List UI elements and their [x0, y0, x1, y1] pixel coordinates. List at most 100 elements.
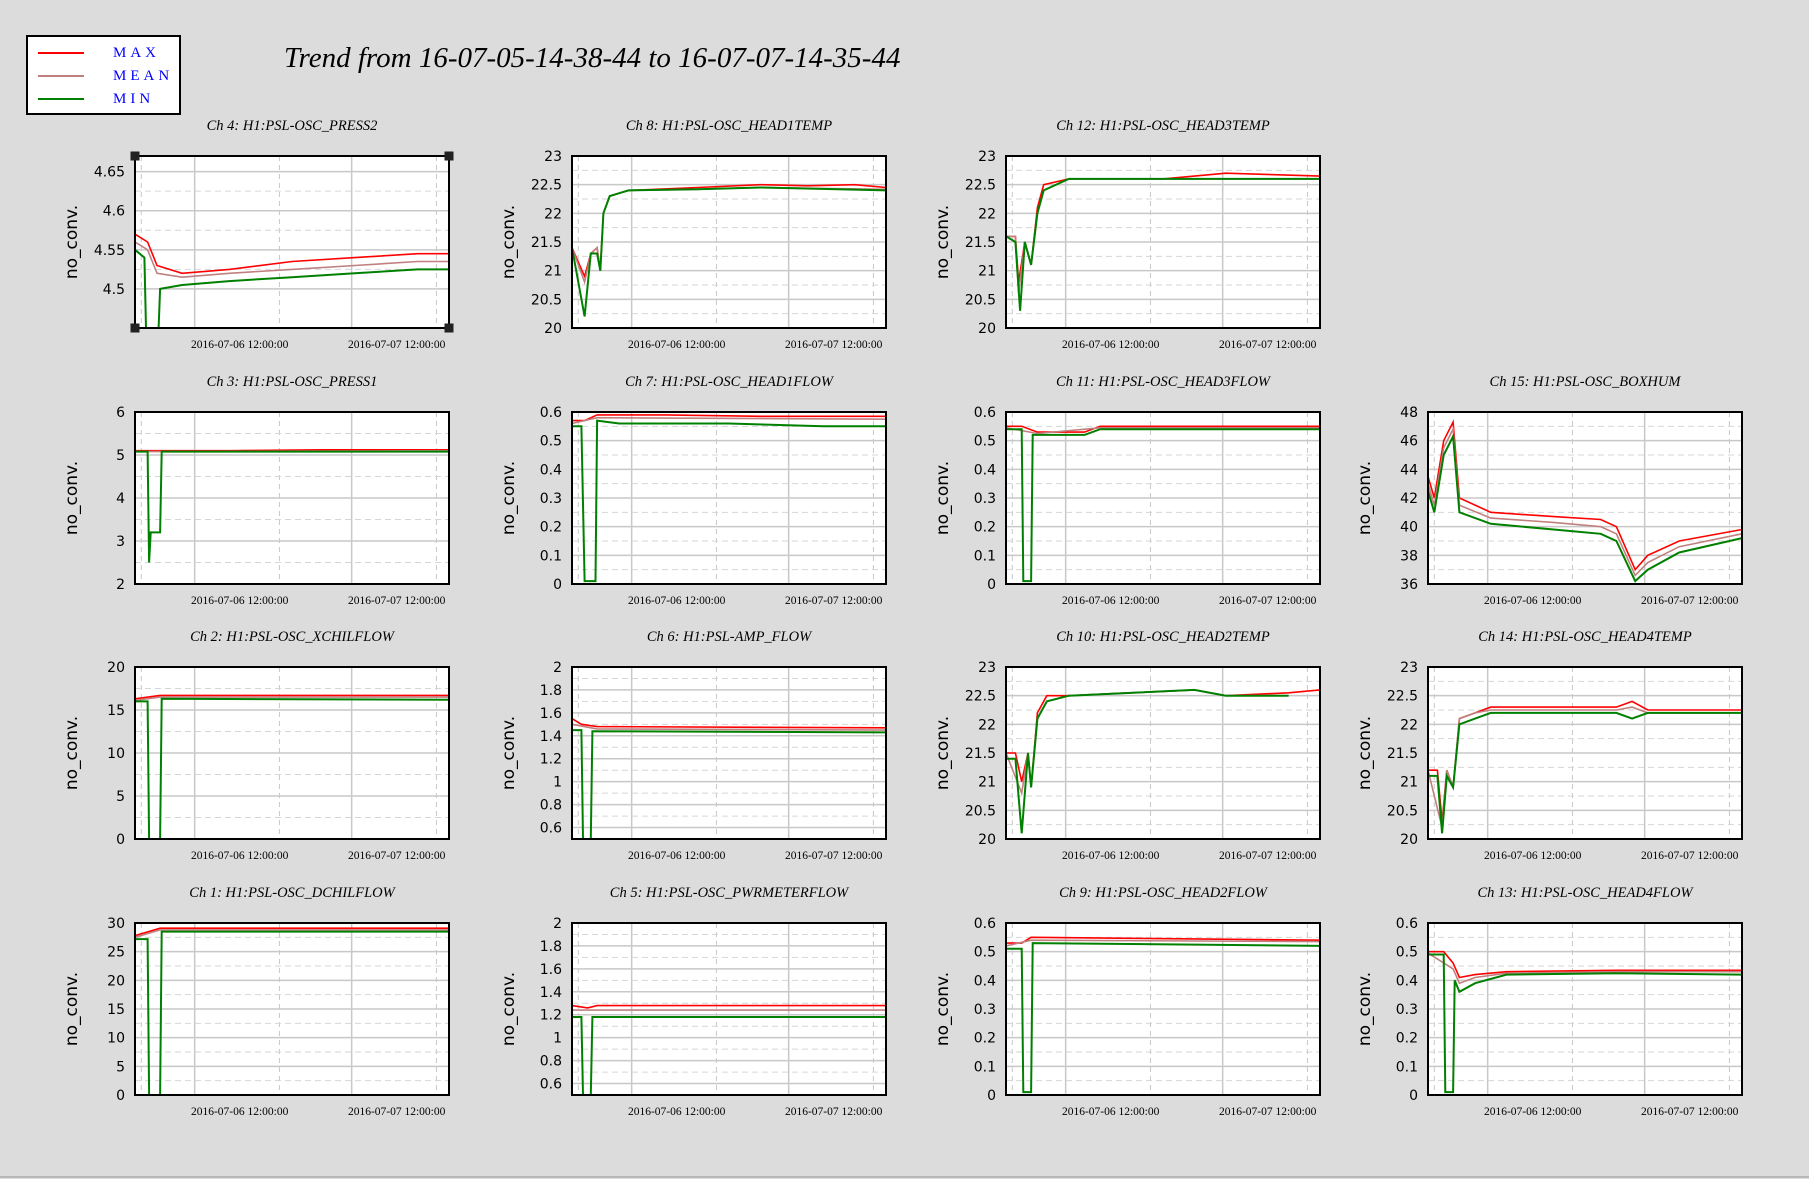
chart-15-ytick-2: 0.2: [1396, 1031, 1418, 1047]
chart-5-ytick-1: 0.1: [540, 548, 562, 564]
chart-12-series-max: [134, 927, 449, 937]
chart-15-ytick-0: 0: [1409, 1088, 1418, 1104]
chart-8-xtick-1: 2016-07-07 12:00:00: [348, 850, 446, 862]
chart-12-ytick-5: 25: [107, 945, 125, 961]
chart-2-title: Ch 8: H1:PSL-OSC_HEAD1TEMP: [626, 118, 832, 134]
chart-7-ytick-1: 38: [1400, 548, 1418, 564]
chart-11-ytick-2: 21: [1400, 775, 1418, 791]
chart-14-frame: [1005, 922, 1321, 1096]
chart-7-series-min: [1427, 432, 1743, 583]
chart-6-ytick-1: 0.1: [974, 548, 996, 564]
chart-6-xtick-0: 2016-07-06 12:00:00: [1062, 595, 1160, 607]
chart-11-ytick-3: 21.5: [1387, 746, 1418, 762]
chart-5-ylabel: no_conv.: [499, 461, 519, 535]
chart-3-series-min: [1005, 177, 1320, 311]
chart-4-ylabel: no_conv.: [62, 461, 82, 535]
chart-1-selection-handle-3: [444, 323, 454, 333]
chart-4-ytick-0: 2: [116, 577, 125, 593]
chart-10-ytick-3: 21.5: [965, 746, 996, 762]
chart-6-xtick-1: 2016-07-07 12:00:00: [1219, 595, 1317, 607]
chart-15-ytick-1: 0.1: [1396, 1059, 1418, 1075]
chart-2-ytick-1: 20.5: [531, 292, 562, 308]
chart-6-series-min: [1006, 428, 1320, 583]
chart-13-ytick-1: 0.8: [540, 1054, 562, 1070]
chart-1-ytick-0: 4.5: [103, 282, 125, 298]
chart-2-ytick-6: 23: [544, 149, 562, 165]
chart-7-ylabel: no_conv.: [1355, 461, 1375, 535]
chart-1-xtick-0: 2016-07-06 12:00:00: [191, 339, 289, 351]
chart-14-ytick-2: 0.2: [974, 1031, 996, 1047]
chart-5-series-mean: [571, 416, 887, 425]
chart-8-ytick-4: 20: [107, 660, 125, 676]
chart-3-ytick-5: 22.5: [965, 178, 996, 194]
legend-item-min: MIN: [38, 89, 178, 109]
chart-9-ytick-2: 1: [553, 775, 562, 791]
chart-10-title: Ch 10: H1:PSL-OSC_HEAD2TEMP: [1056, 629, 1270, 645]
chart-15-ytick-5: 0.5: [1396, 945, 1418, 961]
chart-5-xtick-0: 2016-07-06 12:00:00: [628, 595, 726, 607]
chart-15-frame: [1427, 922, 1743, 1096]
chart-1-ytick-3: 4.65: [94, 165, 125, 181]
chart-7-xtick-1: 2016-07-07 12:00:00: [1641, 595, 1739, 607]
chart-2-ytick-3: 21.5: [531, 235, 562, 251]
chart-4-ytick-3: 5: [116, 448, 125, 464]
chart-6-title: Ch 11: H1:PSL-OSC_HEAD3FLOW: [1056, 374, 1272, 390]
chart-3-xtick-0: 2016-07-06 12:00:00: [1062, 339, 1160, 351]
chart-1-frame: [134, 155, 450, 329]
chart-15-ytick-4: 0.4: [1396, 973, 1418, 989]
chart-15-ytick-3: 0.3: [1396, 1002, 1418, 1018]
chart-3-title: Ch 12: H1:PSL-OSC_HEAD3TEMP: [1056, 118, 1270, 134]
chart-9-xtick-0: 2016-07-06 12:00:00: [628, 850, 726, 862]
chart-13-ytick-6: 1.8: [540, 939, 562, 955]
chart-2-frame: [571, 155, 887, 329]
chart-3-xtick-1: 2016-07-07 12:00:00: [1219, 339, 1317, 351]
chart-6-ylabel: no_conv.: [933, 461, 953, 535]
chart-3: Ch 12: H1:PSL-OSC_HEAD3TEMP 20 20.5 21 21.5 2…: [933, 118, 1321, 351]
chart-15-series-max: [1428, 950, 1742, 979]
chart-6-frame: [1005, 411, 1321, 585]
chart-2-ytick-4: 22: [544, 206, 562, 222]
bottom-divider: [0, 1176, 1809, 1178]
chart-5-ytick-0: 0: [553, 577, 562, 593]
chart-2-ytick-2: 21: [544, 264, 562, 280]
legend-label-mean: MEAN: [113, 68, 174, 84]
chart-11-ytick-1: 20.5: [1387, 803, 1418, 819]
chart-14-ylabel: no_conv.: [933, 972, 953, 1046]
chart-13-ytick-3: 1.2: [540, 1008, 562, 1024]
chart-8-ylabel: no_conv.: [62, 716, 82, 790]
chart-10-xtick-0: 2016-07-06 12:00:00: [1062, 850, 1160, 862]
chart-12: Ch 1: H1:PSL-OSC_DCHILFLOW 0 5 10 15 20 25 30 no…: [62, 885, 450, 1118]
chart-1-title: Ch 4: H1:PSL-OSC_PRESS2: [207, 118, 378, 134]
chart-8-series-mean: [134, 696, 449, 702]
chart-11-ytick-0: 20: [1400, 832, 1418, 848]
chart-4-xtick-0: 2016-07-06 12:00:00: [191, 595, 289, 607]
chart-9-series-mean: [571, 723, 887, 731]
chart-13-ytick-7: 2: [553, 916, 562, 932]
chart-5-ytick-3: 0.3: [540, 491, 562, 507]
chart-5-ytick-2: 0.2: [540, 520, 562, 536]
chart-14-ytick-3: 0.3: [974, 1002, 996, 1018]
chart-13-ytick-0: 0.6: [540, 1077, 562, 1093]
chart-13-title: Ch 5: H1:PSL-OSC_PWRMETERFLOW: [610, 885, 850, 901]
chart-1-plot-area: [135, 156, 449, 328]
chart-3-ytick-6: 23: [978, 149, 996, 165]
chart-8-title: Ch 2: H1:PSL-OSC_XCHILFLOW: [190, 629, 396, 645]
chart-7-title: Ch 15: H1:PSL-OSC_BOXHUM: [1490, 374, 1682, 390]
chart-10-ytick-6: 23: [978, 660, 996, 676]
chart-15-series-mean: [1427, 952, 1742, 985]
chart-1-series-mean: [134, 241, 449, 279]
chart-10-ytick-4: 22: [978, 717, 996, 733]
chart-12-title: Ch 1: H1:PSL-OSC_DCHILFLOW: [189, 885, 396, 901]
chart-7-series-max: [1427, 419, 1743, 572]
chart-8: Ch 2: H1:PSL-OSC_XCHILFLOW 0 5 10 15 20 no_con…: [62, 629, 450, 862]
chart-11-frame: [1427, 666, 1743, 840]
chart-11: Ch 14: H1:PSL-OSC_HEAD4TEMP 20 20.5 21 21.5 2…: [1355, 629, 1743, 862]
chart-8-ytick-1: 5: [116, 789, 125, 805]
chart-8-frame: [134, 666, 450, 840]
chart-6-ytick-4: 0.4: [974, 462, 996, 478]
chart-11-ylabel: no_conv.: [1355, 716, 1375, 790]
chart-14-ytick-5: 0.5: [974, 945, 996, 961]
chart-3-ytick-2: 21: [978, 264, 996, 280]
chart-9-ytick-5: 1.6: [540, 706, 562, 722]
chart-14-xtick-0: 2016-07-06 12:00:00: [1062, 1106, 1160, 1118]
